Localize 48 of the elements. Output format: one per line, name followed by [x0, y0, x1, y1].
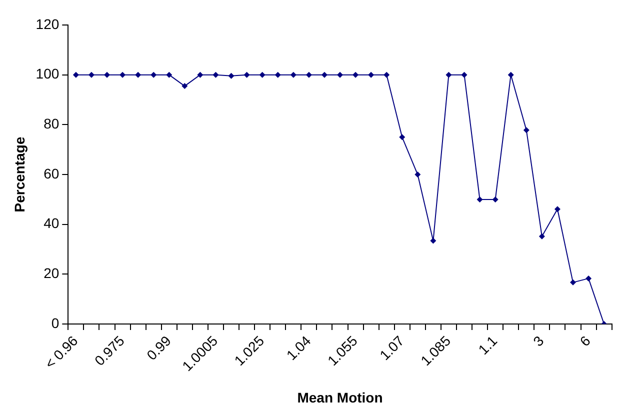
point — [414, 172, 421, 178]
point — [430, 238, 436, 244]
point — [228, 72, 234, 79]
point — [368, 72, 374, 78]
point — [336, 72, 343, 78]
x-tick-label: 0.99 — [143, 332, 174, 364]
point — [384, 72, 390, 78]
point — [492, 196, 498, 202]
y-tick-label: 120 — [36, 16, 60, 32]
point — [166, 72, 172, 78]
point — [290, 72, 296, 78]
point — [244, 72, 250, 78]
y-axis-title: Percentage — [11, 136, 28, 212]
x-tick-label: 3 — [530, 332, 547, 350]
point — [538, 233, 545, 240]
point — [88, 72, 94, 78]
point — [554, 206, 560, 212]
point — [399, 134, 406, 140]
point — [321, 72, 328, 78]
point — [72, 72, 79, 78]
x-tick-label: 1.1 — [475, 332, 500, 358]
point — [476, 196, 483, 202]
point — [120, 72, 126, 78]
x-tick-label: < 0.96 — [42, 332, 81, 372]
point — [212, 72, 219, 78]
y-tick-label: 80 — [44, 116, 60, 132]
y-tick-label: 20 — [44, 265, 60, 282]
y-tick-label: 100 — [36, 66, 60, 82]
point — [197, 72, 204, 78]
point — [586, 275, 592, 282]
point — [135, 72, 142, 78]
y-tick-label: 0 — [51, 314, 60, 331]
point — [352, 72, 359, 78]
point — [306, 72, 312, 78]
point — [259, 72, 266, 78]
point — [182, 83, 188, 90]
point — [523, 127, 530, 134]
point — [446, 72, 452, 78]
point — [104, 72, 110, 78]
y-tick-label: 40 — [44, 215, 60, 232]
point — [570, 279, 576, 286]
point — [150, 72, 157, 78]
point — [508, 72, 514, 78]
point — [274, 72, 281, 78]
x-axis-title: Mean Motion — [297, 389, 383, 406]
point — [461, 72, 468, 78]
y-tick-label: 60 — [44, 165, 60, 182]
x-tick-label: 6 — [576, 332, 594, 350]
